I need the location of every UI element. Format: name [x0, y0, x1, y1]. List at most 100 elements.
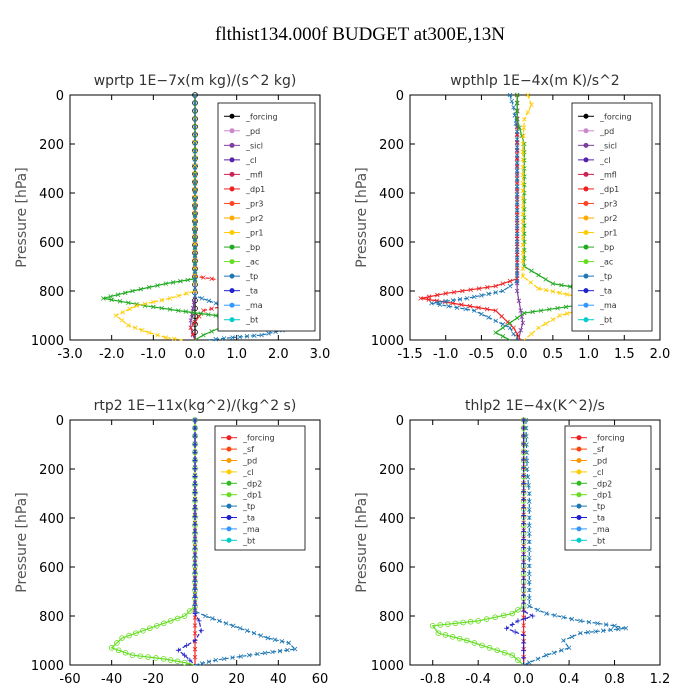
data-point: [472, 294, 477, 300]
y-tick-label: 400: [379, 187, 404, 202]
data-point: [520, 219, 526, 225]
data-point: [184, 642, 190, 648]
data-point: [535, 656, 541, 662]
data-point: [192, 449, 198, 455]
data-point: [457, 297, 463, 302]
data-point: [192, 611, 198, 617]
data-point: [569, 634, 575, 640]
figure-title: flthist134.000f BUDGET at300E,13N: [215, 24, 505, 45]
data-point: [192, 646, 198, 652]
data-point: [520, 242, 526, 248]
series-pr1: [113, 92, 198, 342]
data-point: [514, 160, 520, 166]
y-tick-label: 0: [56, 414, 64, 429]
data-point: [521, 640, 527, 646]
data-point: [145, 654, 151, 660]
legend-marker: [583, 273, 589, 279]
data-point: [521, 513, 527, 519]
data-point: [520, 235, 526, 240]
data-point: [567, 284, 573, 289]
data-point: [192, 638, 198, 643]
panel-1: wprtp 1E−7x(m kg)/(s^2 kg) Pressure [hPa]…: [14, 73, 330, 362]
legend-marker: [229, 273, 235, 279]
legend-label: _mfl: [599, 170, 617, 179]
x-tick-label: 2.0: [650, 347, 671, 362]
data-point: [192, 530, 198, 536]
data-point: [167, 657, 174, 663]
data-point: [426, 297, 432, 302]
data-point: [520, 149, 526, 155]
series-dp1: [418, 92, 522, 341]
legend-label: _pr1: [599, 229, 617, 238]
legend-label: _dp1: [245, 185, 265, 194]
data-point: [262, 650, 268, 656]
data-point: [520, 188, 526, 193]
y-tick-label: 0: [396, 89, 404, 104]
data-point: [192, 100, 198, 106]
data-point: [435, 292, 440, 298]
data-point: [522, 615, 528, 621]
data-point: [192, 594, 198, 600]
data-point: [109, 297, 114, 303]
data-point: [176, 308, 181, 313]
legend-label: _tp: [245, 272, 258, 281]
data-point: [192, 586, 198, 592]
data-point: [119, 635, 125, 641]
data-point: [192, 140, 198, 146]
legend-marker: [576, 469, 582, 475]
data-point: [514, 168, 520, 174]
data-point: [522, 310, 527, 316]
data-point: [443, 291, 448, 296]
data-point: [476, 286, 482, 291]
legend-label: _forcing: [245, 112, 278, 121]
legend-marker: [226, 537, 232, 543]
data-point: [559, 282, 564, 288]
data-point: [530, 309, 535, 315]
data-point: [500, 334, 506, 339]
data-point: [255, 651, 260, 657]
legend-label: _forcing: [592, 434, 625, 443]
x-tick-label: 0.5: [543, 347, 564, 362]
data-point: [595, 621, 600, 626]
data-point: [514, 239, 520, 245]
legend-marker: [583, 171, 589, 177]
data-point: [527, 571, 532, 577]
data-point: [471, 640, 478, 646]
legend-marker: [229, 230, 235, 236]
y-tick-label: 0: [56, 89, 64, 104]
y-tick-label: 1000: [31, 334, 64, 349]
legend-marker: [226, 515, 232, 520]
series-tp: [429, 92, 520, 341]
data-point: [244, 628, 250, 633]
data-point: [442, 632, 449, 638]
data-point: [521, 497, 527, 503]
x-tick-label: 0: [191, 672, 199, 687]
x-tick-label: -1.0: [141, 347, 166, 362]
data-point: [199, 296, 205, 301]
series-line: [431, 420, 525, 666]
data-point: [199, 661, 205, 666]
data-point: [603, 622, 609, 627]
data-point: [515, 657, 521, 663]
legend-marker: [583, 113, 589, 119]
x-tick-label: -0.8: [420, 672, 445, 687]
data-point: [493, 330, 498, 335]
data-point: [140, 627, 146, 634]
series-ta: [504, 417, 536, 665]
data-point: [493, 283, 498, 289]
data-point: [456, 635, 463, 642]
data-point: [511, 331, 516, 337]
data-point: [176, 293, 181, 299]
data-point: [525, 92, 531, 98]
data-point: [507, 283, 513, 289]
legend-marker: [576, 458, 582, 463]
data-point: [486, 315, 491, 320]
data-point: [485, 285, 490, 290]
data-point: [527, 515, 532, 520]
legend-marker: [229, 128, 235, 134]
x-tick-label: -1.0: [433, 347, 458, 362]
x-tick-label: 0.8: [604, 672, 625, 687]
data-point: [251, 630, 257, 636]
data-point: [514, 204, 520, 210]
data-point: [518, 327, 523, 333]
